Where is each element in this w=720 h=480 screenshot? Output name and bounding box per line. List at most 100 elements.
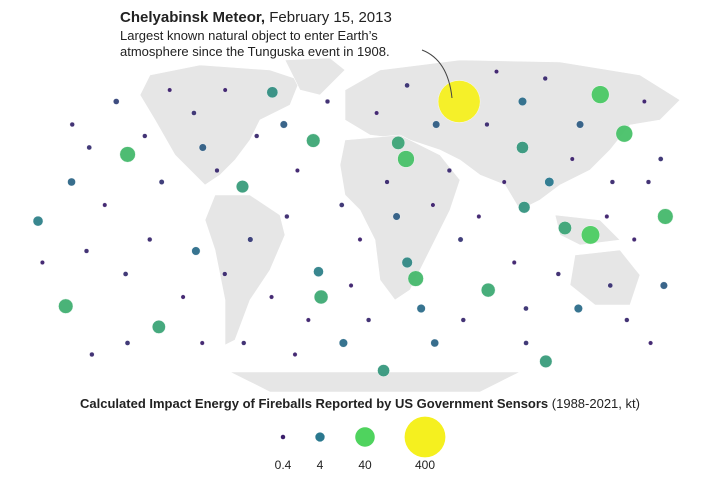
fireball [432,120,441,129]
fireball [279,120,288,129]
fireball [199,340,205,346]
fireball [544,177,555,187]
legend-heading: Calculated Impact Energy of Fireballs Re… [80,396,640,411]
fireball [313,266,324,277]
fireball [648,340,654,346]
fireball [324,98,331,105]
fireball [86,144,92,151]
fireball [269,294,274,300]
fireball [607,282,614,289]
fireball [659,281,668,290]
fireball [446,167,452,174]
legend: 0.4 4 40 400 [275,416,446,472]
fireball [609,179,616,185]
fireball [481,282,496,298]
fireball [377,364,390,377]
fireball [624,317,630,323]
fireball [581,225,600,245]
fireballs [32,69,674,377]
fireball [236,180,249,194]
legend-label: 40 [358,458,372,472]
fireball [523,305,529,312]
fireball [32,215,44,227]
fireball [437,80,481,123]
fireball [615,125,633,143]
fireball [401,256,413,269]
fireball [102,202,108,208]
fireball [191,110,197,116]
fireball [430,338,439,348]
fireball [339,202,345,208]
fireball [518,201,531,214]
fireball [523,340,529,346]
fireball [241,340,247,346]
legend-title: Calculated Impact Energy of Fireballs Re… [80,396,548,411]
land [139,57,681,393]
fireball [494,69,499,75]
fireball [416,304,426,313]
annotation-heading: Chelyabinsk Meteor, February 15, 2013 [120,9,392,26]
fireball [569,156,575,162]
fireball [374,110,380,116]
fireball [542,75,548,82]
annotation-line: atmosphere since the Tunguska event in 1… [120,44,390,59]
fireball [167,87,173,93]
fireball [604,214,610,219]
fireball [407,270,424,287]
fireball [119,146,136,163]
legend-swatch [315,432,325,442]
fireball [39,260,45,265]
fireball [313,289,329,305]
fireball [284,213,290,220]
fireball [58,298,74,314]
fireball [222,87,228,93]
fireball [573,304,583,313]
legend-label: 4 [317,458,324,472]
fireball [457,236,464,243]
legend-swatch [355,427,375,447]
fireball [391,136,406,150]
fireball [392,212,401,221]
fireball [404,82,410,89]
fireball [657,208,674,225]
fireball [191,246,201,256]
fireball [576,120,585,129]
legend-swatch [280,434,286,440]
fireball [158,179,165,185]
fireball [539,354,553,368]
fireball [247,236,254,243]
fireball [657,156,664,162]
fireball [476,214,482,219]
fireball [122,271,129,277]
fireball [430,202,436,208]
fireball [338,338,348,348]
legend-swatch [404,416,446,458]
fireball [348,283,354,288]
fireball [305,317,311,323]
fireball [292,352,298,357]
fireball [641,99,647,104]
legend-label: 0.4 [275,458,292,472]
fireball [484,121,490,128]
fireball [591,85,610,104]
fireball [384,179,390,185]
fireball [198,143,207,152]
fireball [294,168,300,173]
fireball [152,320,166,334]
fireball [518,97,527,106]
fireball [511,260,517,265]
fireball [501,179,507,185]
annotation-title: Chelyabinsk Meteor, [120,9,265,26]
fireball [306,133,321,148]
leader-line [421,49,453,99]
fireball [67,177,76,187]
fireball [460,317,466,323]
fireball [266,86,279,99]
fireball [83,248,90,254]
fireball [89,351,95,358]
fireball [180,294,186,300]
fireball [254,133,260,139]
annotation-date: February 15, 2013 [269,9,392,26]
fireball [222,271,228,277]
